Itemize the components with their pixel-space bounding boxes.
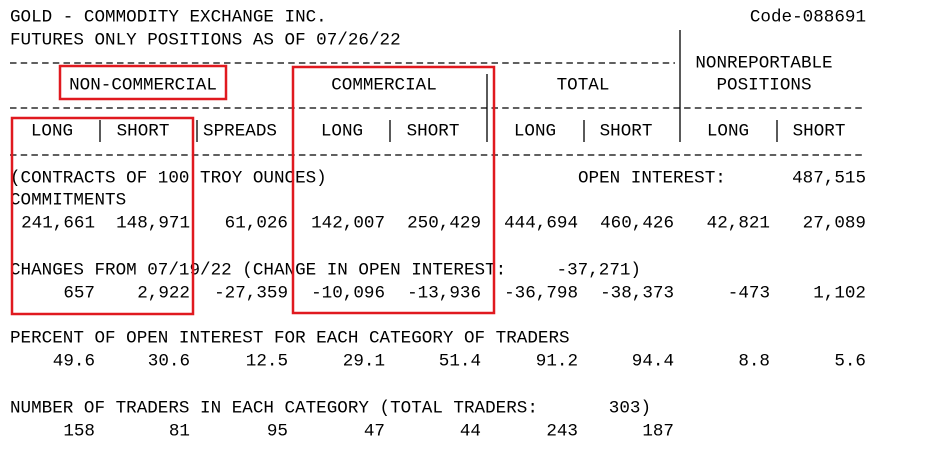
highlight-box xyxy=(10,116,195,316)
cell-value: 29.1 xyxy=(343,352,385,372)
cell-value: 2,922 xyxy=(137,284,190,304)
cell-value: 27,089 xyxy=(803,214,866,234)
group-header: NON-COMMERCIAL xyxy=(69,76,217,96)
cell-value: 241,661 xyxy=(21,214,95,234)
open-interest-label: OPEN INTEREST: xyxy=(578,169,726,189)
cell-value: 42,821 xyxy=(707,214,770,234)
cell-value: 5.6 xyxy=(834,352,866,372)
column-header: LONG xyxy=(321,122,363,142)
column-header: SHORT xyxy=(793,122,846,142)
cell-value: -10,096 xyxy=(311,284,385,304)
cell-value: 187 xyxy=(642,422,674,442)
report-text: GOLD - COMMODITY EXCHANGE INC. Code-08869… xyxy=(10,8,866,442)
column-header: SHORT xyxy=(407,122,460,142)
group-header: TOTAL xyxy=(557,76,610,96)
report-subtitle: FUTURES ONLY POSITIONS AS OF 07/26/22 xyxy=(10,31,401,51)
cell-value: 81 xyxy=(169,422,190,442)
cell-value: 142,007 xyxy=(311,214,385,234)
column-header: LONG xyxy=(31,122,73,142)
highlight-box xyxy=(58,64,228,101)
report-code: Code-088691 xyxy=(750,8,866,28)
column-header: LONG xyxy=(514,122,556,142)
row-label: COMMITMENTS xyxy=(10,191,126,211)
cell-value: -38,373 xyxy=(600,284,674,304)
cell-value: 8.8 xyxy=(738,352,770,372)
row-label: PERCENT OF OPEN INTEREST FOR EACH CATEGO… xyxy=(10,329,570,349)
cell-value: 91.2 xyxy=(536,352,578,372)
units-label: (CONTRACTS OF 100 TROY OUNCES) xyxy=(10,169,327,189)
cell-value: 51.4 xyxy=(439,352,481,372)
column-header: SHORT xyxy=(600,122,653,142)
column-header: LONG xyxy=(707,122,749,142)
cell-value: 657 xyxy=(63,284,95,304)
cell-value: 158 xyxy=(63,422,95,442)
cell-value: 250,429 xyxy=(407,214,481,234)
row-label: NUMBER OF TRADERS IN EACH CATEGORY (TOTA… xyxy=(10,399,538,419)
column-header: SHORT xyxy=(117,122,170,142)
cell-value: 94.4 xyxy=(632,352,674,372)
cell-value: 444,694 xyxy=(504,214,578,234)
cell-value: -36,798 xyxy=(504,284,578,304)
total-traders: 303) xyxy=(609,399,651,419)
cell-value: -473 xyxy=(728,284,770,304)
cell-value: 1,102 xyxy=(813,284,866,304)
column-header: SPREADS xyxy=(203,122,277,142)
cell-value: 44 xyxy=(460,422,481,442)
report-title: GOLD - COMMODITY EXCHANGE INC. xyxy=(10,8,327,28)
cell-value: 49.6 xyxy=(53,352,95,372)
group-header: POSITIONS xyxy=(716,76,811,96)
cell-value: -13,936 xyxy=(407,284,481,304)
cell-value: 460,426 xyxy=(600,214,674,234)
cell-value: 243 xyxy=(546,422,578,442)
cell-value: 95 xyxy=(267,422,288,442)
group-header: NONREPORTABLE xyxy=(695,54,832,74)
row-label: CHANGES FROM 07/19/22 (CHANGE IN OPEN IN… xyxy=(10,261,506,281)
highlight-box xyxy=(291,65,496,315)
group-header: COMMERCIAL xyxy=(331,76,437,96)
open-interest-value: 487,515 xyxy=(792,169,866,189)
cell-value: 61,026 xyxy=(225,214,288,234)
cell-value: -27,359 xyxy=(214,284,288,304)
cell-value: 12.5 xyxy=(246,352,288,372)
cell-value: 148,971 xyxy=(116,214,190,234)
open-interest-change: -37,271) xyxy=(557,261,641,281)
cell-value: 47 xyxy=(364,422,385,442)
cell-value: 30.6 xyxy=(148,352,190,372)
